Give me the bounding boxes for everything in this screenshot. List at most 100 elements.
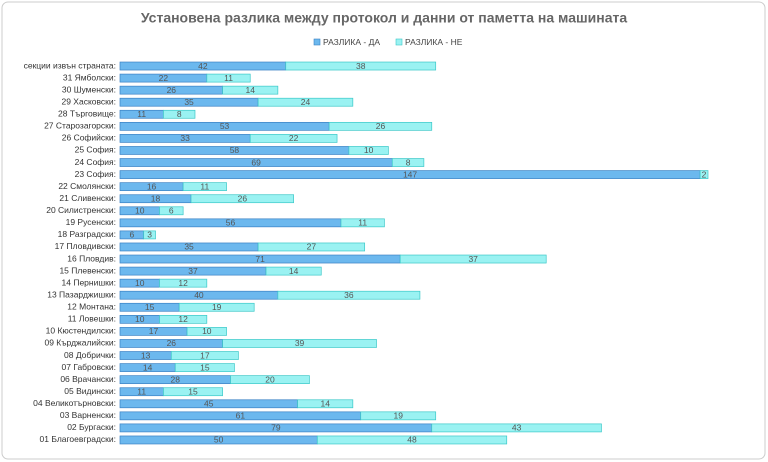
bar <box>265 266 322 276</box>
bar <box>182 182 227 192</box>
bar <box>399 254 547 264</box>
bar <box>699 170 709 179</box>
value-label: 38 <box>356 61 366 71</box>
category-label: 15 Плевенски: <box>59 265 116 275</box>
bar <box>190 194 294 204</box>
category-label: 07 Габровски: <box>62 362 117 372</box>
bar <box>391 158 425 167</box>
category-label: 29 Хасковски: <box>61 96 116 106</box>
bar <box>348 146 389 155</box>
category-label: 25 София: <box>75 145 116 155</box>
value-label: 13 <box>141 350 151 360</box>
value-label: 53 <box>220 121 230 131</box>
value-label: 10 <box>135 206 145 216</box>
value-label: 26 <box>167 338 177 348</box>
category-label: 23 София: <box>75 169 116 179</box>
value-label: 12 <box>178 314 188 324</box>
value-label: 3 <box>147 230 152 240</box>
value-label: 14 <box>320 399 330 409</box>
value-label: 56 <box>226 218 236 228</box>
bar <box>230 375 310 385</box>
bar <box>163 387 223 397</box>
category-label: 30 Шуменски: <box>62 84 116 94</box>
value-label: 14 <box>143 362 153 372</box>
value-label: 11 <box>137 386 146 396</box>
value-label: 6 <box>129 230 134 240</box>
value-label: 37 <box>468 254 478 264</box>
value-label: 18 <box>151 193 161 203</box>
bar <box>222 339 377 348</box>
value-label: 15 <box>145 302 155 312</box>
value-label: 69 <box>251 157 261 167</box>
bar <box>328 121 433 131</box>
value-label: 6 <box>169 206 174 216</box>
category-label: 18 Разградски: <box>58 229 116 239</box>
value-label: 37 <box>188 266 198 276</box>
bar <box>431 423 602 433</box>
category-label: 21 Сливенски: <box>59 193 116 203</box>
bar <box>257 97 354 107</box>
value-label: 22 <box>289 133 299 143</box>
value-label: 39 <box>295 338 305 348</box>
value-label: 61 <box>236 411 246 421</box>
value-label: 17 <box>149 326 159 336</box>
value-label: 71 <box>255 254 265 264</box>
category-label: 22 Смолянски: <box>58 181 116 191</box>
category-label: 24 София: <box>75 157 116 167</box>
bar <box>360 411 437 421</box>
bar <box>174 363 235 372</box>
category-label: 02 Бургаски: <box>67 422 116 432</box>
bar <box>186 327 227 336</box>
value-label: 10 <box>202 326 212 336</box>
value-label: 15 <box>188 386 198 396</box>
value-label: 10 <box>135 278 145 288</box>
value-label: 10 <box>364 145 374 155</box>
value-label: 24 <box>301 97 311 107</box>
value-label: 12 <box>178 278 188 288</box>
category-label: 08 Добрички: <box>64 350 116 360</box>
value-label: 147 <box>403 169 417 179</box>
value-label: 19 <box>393 411 403 421</box>
value-label: 28 <box>171 374 181 384</box>
value-label: 10 <box>135 314 145 324</box>
category-label: 11 Ловешки: <box>68 314 116 324</box>
value-label: 11 <box>137 109 146 119</box>
category-label: 19 Русенски: <box>66 217 116 227</box>
value-label: 11 <box>200 181 209 191</box>
category-label: 31 Ямболски: <box>63 72 116 82</box>
category-label: 16 Пловдив: <box>67 253 116 263</box>
category-label: 06 Врачански: <box>60 374 116 384</box>
category-label: 26 Софийски: <box>62 133 116 143</box>
value-label: 11 <box>224 73 233 83</box>
value-label: 79 <box>271 423 281 433</box>
value-label: 40 <box>194 290 204 300</box>
value-label: 16 <box>147 181 157 191</box>
value-label: 43 <box>512 423 522 433</box>
chart-title: Установена разлика между протокол и данн… <box>141 10 628 26</box>
category-label: 05 Видински: <box>64 386 116 396</box>
bar <box>143 230 156 240</box>
category-label: 13 Пазарджишки: <box>47 289 116 299</box>
category-label: 14 Пернишки: <box>62 277 116 287</box>
bar <box>159 314 208 324</box>
value-label: 14 <box>245 85 255 95</box>
bar <box>340 218 385 228</box>
value-label: 8 <box>177 109 182 119</box>
bar <box>222 85 279 95</box>
value-label: 26 <box>238 193 248 203</box>
category-label: 10 Кюстендилски: <box>46 326 116 336</box>
legend-label: РАЗЛИКА - ДА <box>323 37 380 47</box>
value-label: 35 <box>184 97 194 107</box>
legend-label: РАЗЛИКА - НЕ <box>405 37 463 47</box>
value-label: 35 <box>184 242 194 252</box>
value-label: 33 <box>180 133 190 143</box>
value-label: 8 <box>406 157 411 167</box>
category-label: 01 Благоевградски: <box>40 434 116 444</box>
value-label: 11 <box>358 218 367 228</box>
bar <box>163 109 196 119</box>
category-label: 17 Пловдивски: <box>55 241 116 251</box>
category-label: секции извън страната: <box>24 60 116 70</box>
value-label: 17 <box>200 350 210 360</box>
